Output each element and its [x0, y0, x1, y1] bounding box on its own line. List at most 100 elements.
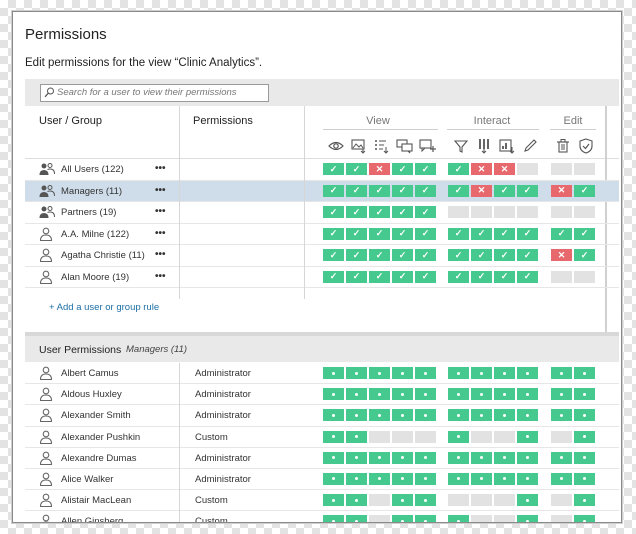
view-capability-allow[interactable]: ✓: [323, 249, 344, 261]
view-capability-allow[interactable]: ✓: [323, 163, 344, 175]
interact-capability-allow[interactable]: ✓: [471, 270, 492, 283]
view-capability-allow[interactable]: [392, 494, 413, 507]
filter-icon[interactable]: [452, 138, 470, 154]
edit-capability-none[interactable]: [574, 206, 595, 218]
view-capability-allow[interactable]: ✓: [415, 249, 436, 261]
view-capability-none[interactable]: [369, 430, 390, 443]
user-permission-row[interactable]: Alexander Smith Administrator: [25, 405, 619, 427]
view-capability-allow[interactable]: [323, 494, 344, 507]
view-capability-allow[interactable]: ✓: [346, 227, 367, 240]
edit-capability-none[interactable]: [551, 515, 572, 522]
view-capability-allow[interactable]: [415, 494, 436, 507]
edit-capability-allow[interactable]: ✓: [551, 227, 572, 240]
view-capability-allow[interactable]: ✓: [392, 227, 413, 240]
view-capability-none[interactable]: [369, 494, 390, 507]
edit-capability-allow[interactable]: [551, 367, 572, 379]
more-options-button[interactable]: •••: [155, 206, 166, 217]
interact-capability-allow[interactable]: ✓: [494, 249, 515, 261]
view-capability-allow[interactable]: ✓: [323, 270, 344, 283]
view-capability-allow[interactable]: [415, 388, 436, 401]
view-capability-allow[interactable]: [323, 388, 344, 401]
view-capability-none[interactable]: [415, 430, 436, 443]
data-download-icon[interactable]: [498, 138, 516, 154]
user-search-input[interactable]: Search for a user to view their permissi…: [40, 84, 269, 102]
interact-capability-allow[interactable]: [448, 472, 469, 485]
rule-row[interactable]: A.A. Milne (122) ••• ✓ ✓ ✓ ✓ ✓ ✓ ✓ ✓ ✓ ✓ ✓: [25, 224, 619, 245]
interact-capability-allow[interactable]: [448, 430, 469, 443]
user-permission-row[interactable]: Alistair MacLean Custom: [25, 490, 619, 512]
view-capability-allow[interactable]: [415, 451, 436, 464]
view-capability-none[interactable]: [392, 430, 413, 443]
interact-capability-allow[interactable]: [471, 367, 492, 379]
edit-capability-allow[interactable]: [551, 409, 572, 422]
user-permission-row[interactable]: Aldous Huxley Administrator: [25, 384, 619, 406]
view-capability-allow[interactable]: [323, 367, 344, 379]
interact-capability-none[interactable]: [517, 163, 538, 175]
view-capability-allow[interactable]: [323, 451, 344, 464]
interact-capability-allow[interactable]: ✓: [517, 270, 538, 283]
pencil-icon[interactable]: [521, 138, 539, 154]
edit-capability-allow[interactable]: [574, 388, 595, 401]
interact-capability-allow[interactable]: ✓: [448, 163, 469, 175]
view-capability-allow[interactable]: ✓: [346, 184, 367, 197]
interact-capability-allow[interactable]: [517, 430, 538, 443]
edit-capability-allow[interactable]: [574, 472, 595, 485]
interact-capability-allow[interactable]: [517, 409, 538, 422]
more-options-button[interactable]: •••: [155, 249, 166, 260]
interact-capability-allow[interactable]: ✓: [494, 227, 515, 240]
view-capability-allow[interactable]: [392, 451, 413, 464]
view-capability-allow[interactable]: ✓: [415, 184, 436, 197]
view-capability-allow[interactable]: [346, 451, 367, 464]
interact-capability-allow[interactable]: ✓: [448, 227, 469, 240]
filter-list-icon[interactable]: [373, 138, 391, 154]
view-capability-allow[interactable]: ✓: [415, 227, 436, 240]
interact-capability-allow[interactable]: ✓: [517, 249, 538, 261]
interact-capability-allow[interactable]: ✓: [494, 270, 515, 283]
view-capability-allow[interactable]: [346, 409, 367, 422]
view-capability-allow[interactable]: [346, 515, 367, 522]
edit-capability-deny[interactable]: ✕: [551, 184, 572, 197]
edit-capability-allow[interactable]: ✓: [574, 227, 595, 240]
interact-capability-none[interactable]: [494, 206, 515, 218]
view-capability-allow[interactable]: [346, 472, 367, 485]
interact-capability-allow[interactable]: [517, 451, 538, 464]
interact-capability-allow[interactable]: [494, 472, 515, 485]
user-permission-row[interactable]: Albert Camus Administrator: [25, 363, 619, 385]
edit-capability-deny[interactable]: ✕: [551, 249, 572, 261]
view-capability-allow[interactable]: ✓: [346, 163, 367, 175]
view-capability-allow[interactable]: [392, 515, 413, 522]
interact-capability-allow[interactable]: [494, 388, 515, 401]
interact-capability-allow[interactable]: [448, 515, 469, 522]
user-permission-row[interactable]: Alexandre Dumas Administrator: [25, 448, 619, 469]
shield-check-icon[interactable]: [577, 138, 595, 154]
interact-capability-allow[interactable]: ✓: [494, 184, 515, 197]
interact-capability-allow[interactable]: ✓: [448, 184, 469, 197]
edit-capability-allow[interactable]: [551, 472, 572, 485]
view-capability-allow[interactable]: [346, 430, 367, 443]
interact-capability-deny[interactable]: ✕: [494, 163, 515, 175]
view-capability-deny[interactable]: ✕: [369, 163, 390, 175]
view-capability-allow[interactable]: ✓: [392, 249, 413, 261]
view-capability-allow[interactable]: [369, 409, 390, 422]
view-capability-allow[interactable]: [346, 388, 367, 401]
edit-capability-none[interactable]: [574, 163, 595, 175]
add-rule-link[interactable]: + Add a user or group rule: [49, 302, 160, 313]
view-capability-allow[interactable]: [369, 451, 390, 464]
interact-capability-allow[interactable]: [517, 472, 538, 485]
view-capability-allow[interactable]: ✓: [369, 184, 390, 197]
interact-capability-none[interactable]: [471, 430, 492, 443]
edit-capability-allow[interactable]: [551, 451, 572, 464]
view-capability-allow[interactable]: [323, 409, 344, 422]
interact-capability-allow[interactable]: [517, 515, 538, 522]
trash-icon[interactable]: [554, 138, 572, 154]
view-capability-none[interactable]: [369, 515, 390, 522]
interact-capability-none[interactable]: [448, 494, 469, 507]
eye-icon[interactable]: [327, 138, 345, 154]
interact-capability-allow[interactable]: ✓: [471, 227, 492, 240]
interact-capability-allow[interactable]: [517, 494, 538, 507]
interact-capability-none[interactable]: [494, 515, 515, 522]
edit-capability-allow[interactable]: ✓: [574, 249, 595, 261]
rule-row[interactable]: Partners (19) ••• ✓ ✓ ✓ ✓ ✓: [25, 202, 619, 224]
interact-capability-allow[interactable]: [494, 451, 515, 464]
interact-capability-none[interactable]: [448, 206, 469, 218]
